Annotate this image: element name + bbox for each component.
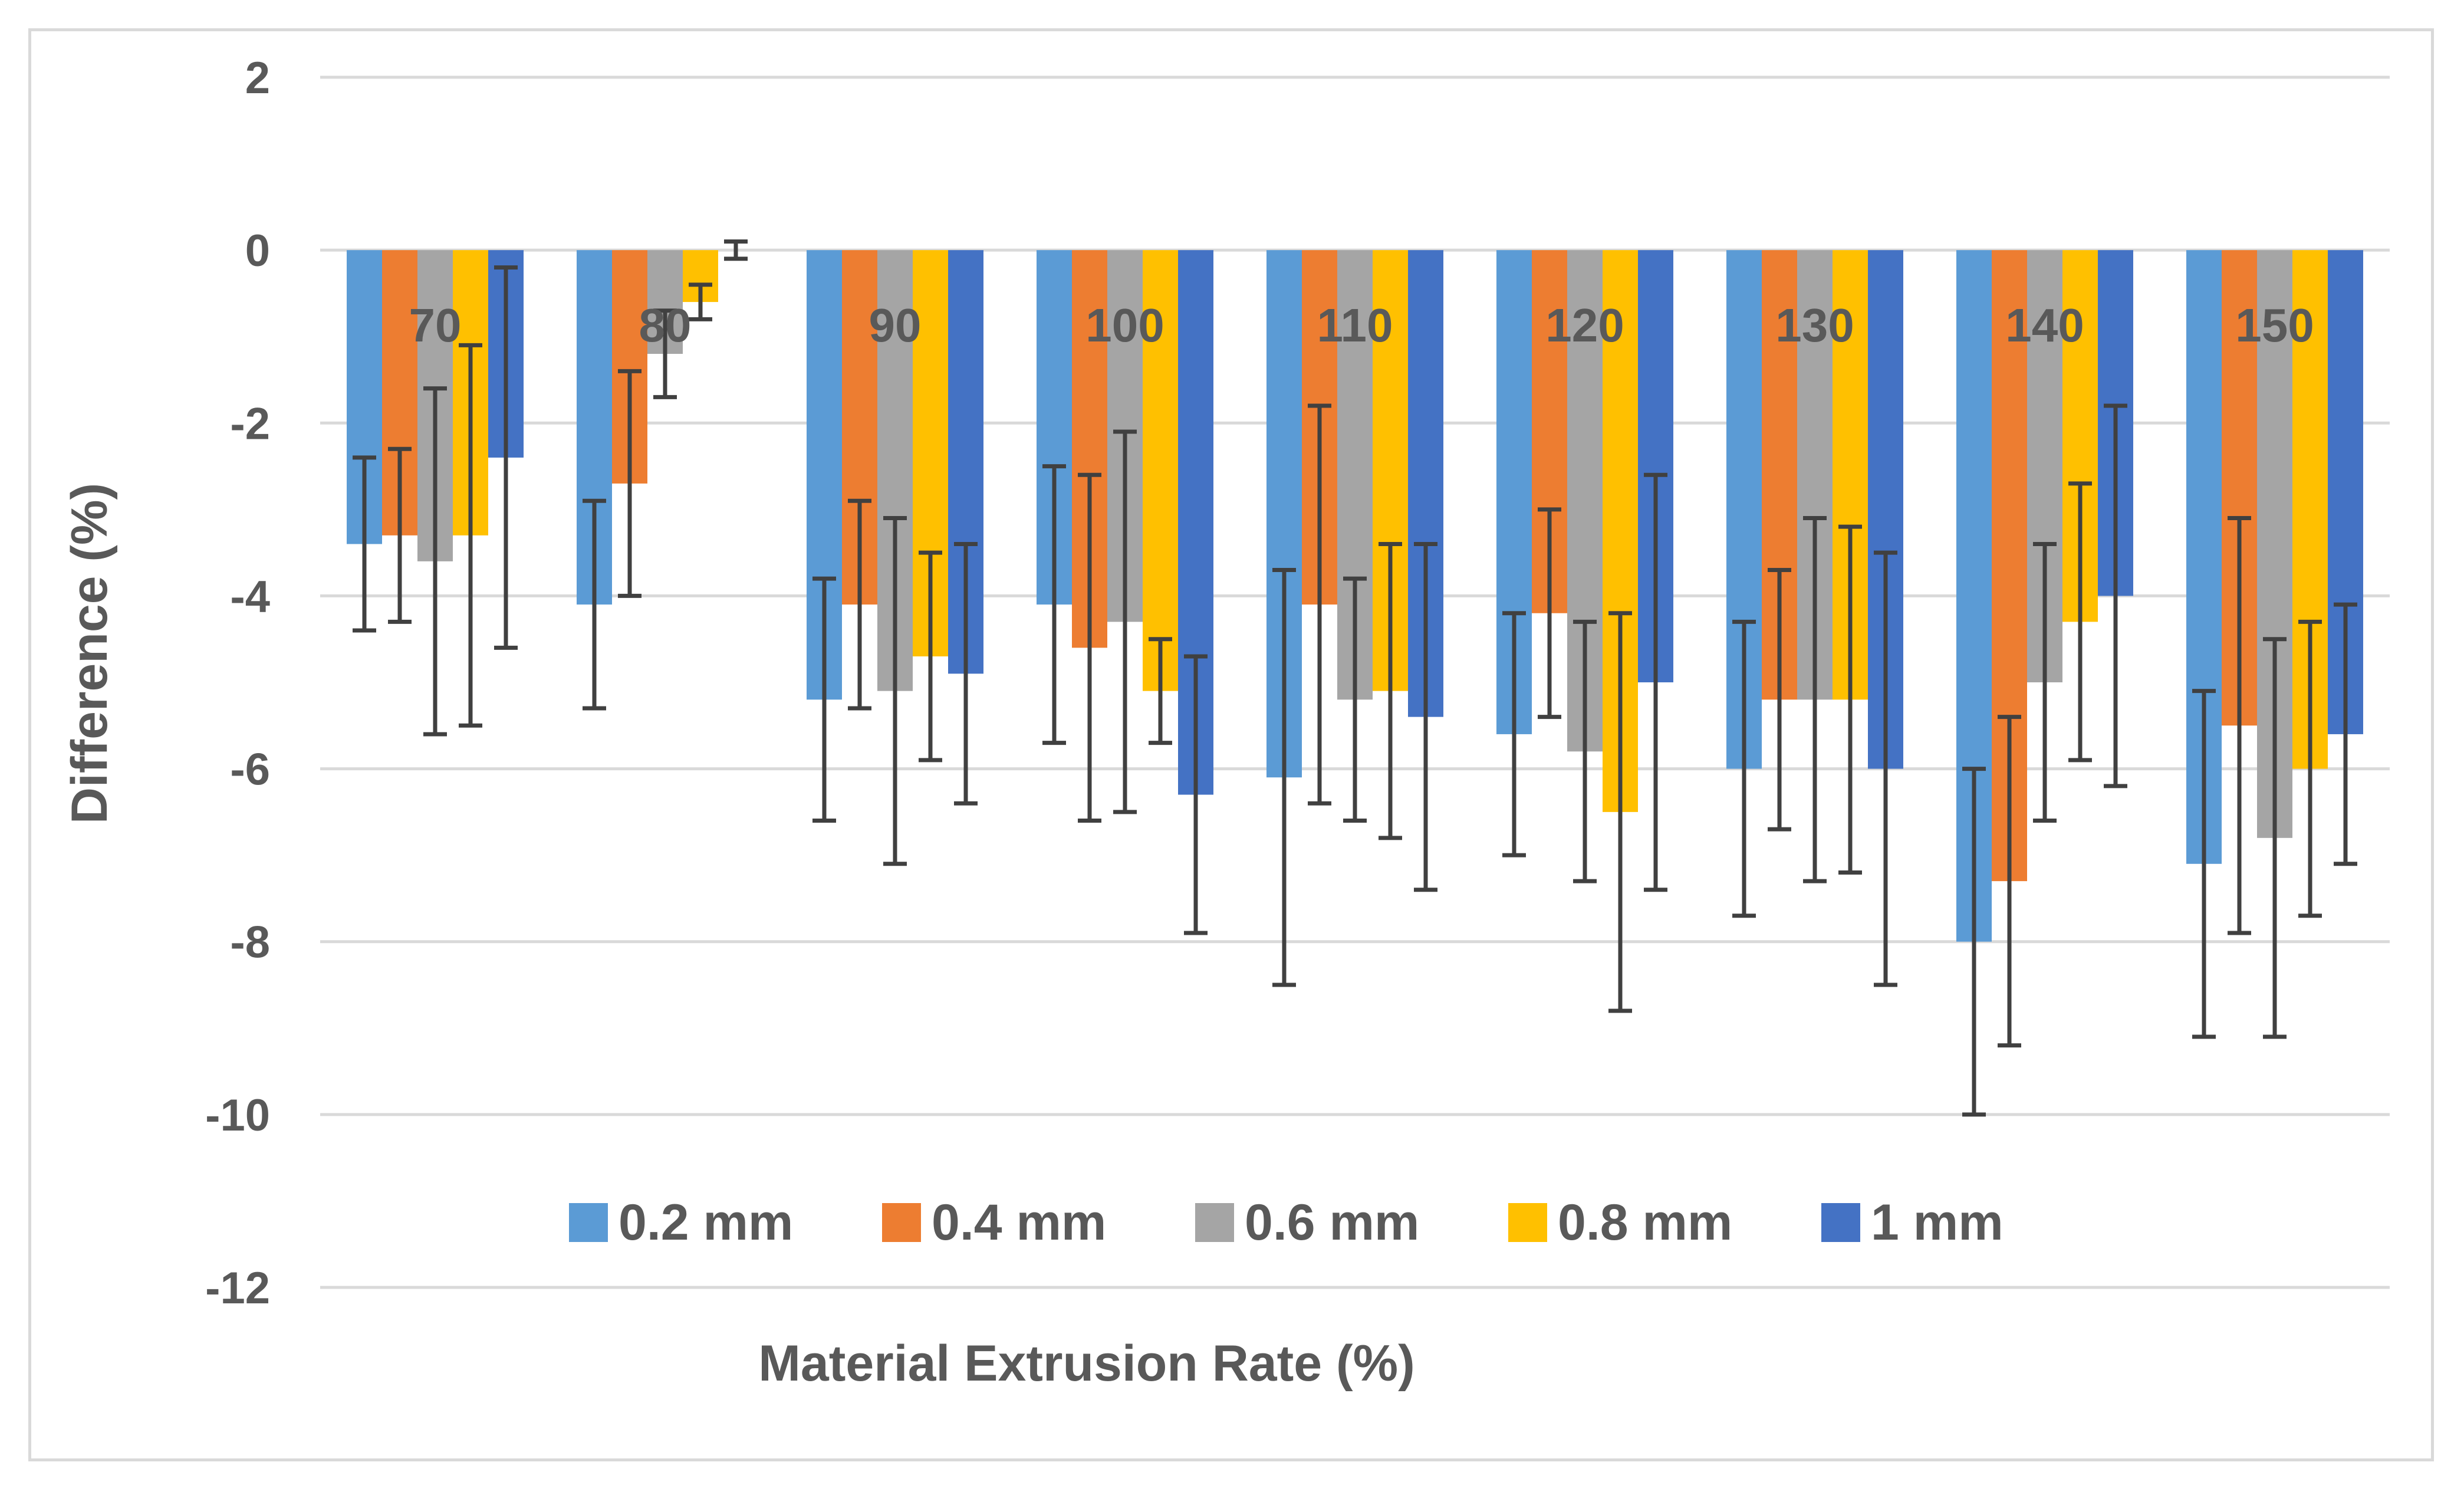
y-tick-label: -8 — [230, 918, 270, 968]
error-bar — [388, 446, 412, 624]
error-bar — [2263, 637, 2287, 1039]
category-label: 110 — [1317, 299, 1393, 351]
error-bar — [423, 386, 447, 737]
error-bar — [1644, 472, 1667, 892]
legend-swatch — [1821, 1203, 1860, 1242]
error-bar — [653, 308, 677, 399]
y-tick-labels: 2 0 -2 -4 -6 -8 -10 -12 — [205, 53, 270, 1313]
category-label: 80 — [639, 299, 692, 351]
error-bar — [812, 576, 836, 823]
legend-swatch — [1195, 1203, 1234, 1242]
y-tick-label: -6 — [230, 745, 270, 795]
error-bar — [1502, 611, 1526, 857]
error-bar — [1379, 541, 1402, 840]
error-bar — [1042, 464, 1066, 745]
chart-frame: 70 80 90 100 110 120 130 140 150 2 0 -2 -4 -6 -8 -10 -1… — [28, 28, 2434, 1461]
bars — [347, 250, 2363, 942]
error-bar — [1184, 654, 1208, 935]
legend: 0.2 mm 0.4 mm 0.6 mm 0.8 mm 1 mm — [569, 1194, 2004, 1251]
y-axis-title: Difference (%) — [61, 483, 118, 824]
category-label: 120 — [1545, 299, 1624, 351]
error-bar — [1803, 516, 1827, 883]
error-bar — [2334, 602, 2357, 866]
error-bar — [1343, 576, 1367, 823]
error-bar — [848, 498, 871, 711]
legend-item: 1 mm — [1821, 1194, 2004, 1251]
category-label: 70 — [409, 299, 462, 351]
bar — [1143, 250, 1178, 691]
y-tick-label: -12 — [205, 1263, 270, 1313]
error-bar — [724, 239, 748, 261]
legend-label: 0.8 mm — [1558, 1194, 1732, 1251]
error-bar — [2228, 516, 2251, 935]
error-bar — [583, 498, 606, 711]
y-tick-label: -2 — [230, 399, 270, 449]
error-bar — [353, 455, 376, 633]
y-tick-label: -10 — [205, 1090, 270, 1141]
error-bar — [1998, 715, 2021, 1048]
error-bars — [353, 239, 2357, 1117]
error-bar — [2104, 403, 2127, 788]
error-bar — [459, 343, 482, 728]
error-bar — [1308, 403, 1331, 806]
error-bar — [1113, 429, 1137, 814]
error-bar — [1538, 507, 1561, 719]
legend-label: 1 mm — [1871, 1194, 2004, 1251]
error-bar — [1573, 619, 1597, 883]
category-label: 150 — [2235, 299, 2314, 351]
error-bar — [2192, 689, 2216, 1039]
y-tick-label: 0 — [245, 226, 270, 276]
error-bar — [1732, 619, 1756, 918]
legend-swatch — [882, 1203, 921, 1242]
legend-label: 0.2 mm — [619, 1194, 793, 1251]
category-label: 140 — [2005, 299, 2084, 351]
y-tick-label: 2 — [245, 53, 270, 103]
error-bar — [1414, 541, 1437, 892]
error-bar — [1272, 567, 1296, 987]
error-bar — [954, 541, 978, 806]
error-bar — [2298, 619, 2322, 918]
y-tick-label: -4 — [230, 571, 270, 622]
legend-swatch — [569, 1203, 608, 1242]
legend-label: 0.4 mm — [932, 1194, 1106, 1251]
error-bar — [1149, 637, 1172, 745]
x-axis-title: Material Extrusion Rate (%) — [758, 1335, 1414, 1392]
error-bar — [2068, 481, 2092, 763]
legend-item: 0.6 mm — [1195, 1194, 1419, 1251]
legend-item: 0.2 mm — [569, 1194, 793, 1251]
legend-label: 0.6 mm — [1245, 1194, 1419, 1251]
error-bar — [689, 282, 712, 321]
error-bar — [883, 516, 907, 866]
error-bar — [494, 265, 518, 650]
error-bar — [1838, 524, 1862, 875]
category-label: 130 — [1775, 299, 1854, 351]
error-bar — [618, 369, 642, 598]
legend-item: 0.4 mm — [882, 1194, 1106, 1251]
category-labels: 70 80 90 100 110 120 130 140 150 — [409, 299, 2314, 351]
legend-item: 0.8 mm — [1508, 1194, 1732, 1251]
legend-swatch — [1508, 1203, 1547, 1242]
category-label: 90 — [869, 299, 922, 351]
category-label: 100 — [1085, 299, 1164, 351]
error-bar — [1078, 472, 1101, 823]
error-bar — [919, 550, 942, 763]
error-bar — [2033, 541, 2057, 823]
error-bar — [1874, 550, 1897, 987]
bar-chart: 70 80 90 100 110 120 130 140 150 2 0 -2 -4 -6 -8 -10 -1… — [61, 53, 2390, 1392]
error-bar — [1962, 767, 1986, 1117]
error-bar — [1768, 567, 1791, 832]
error-bar — [1608, 611, 1632, 1013]
